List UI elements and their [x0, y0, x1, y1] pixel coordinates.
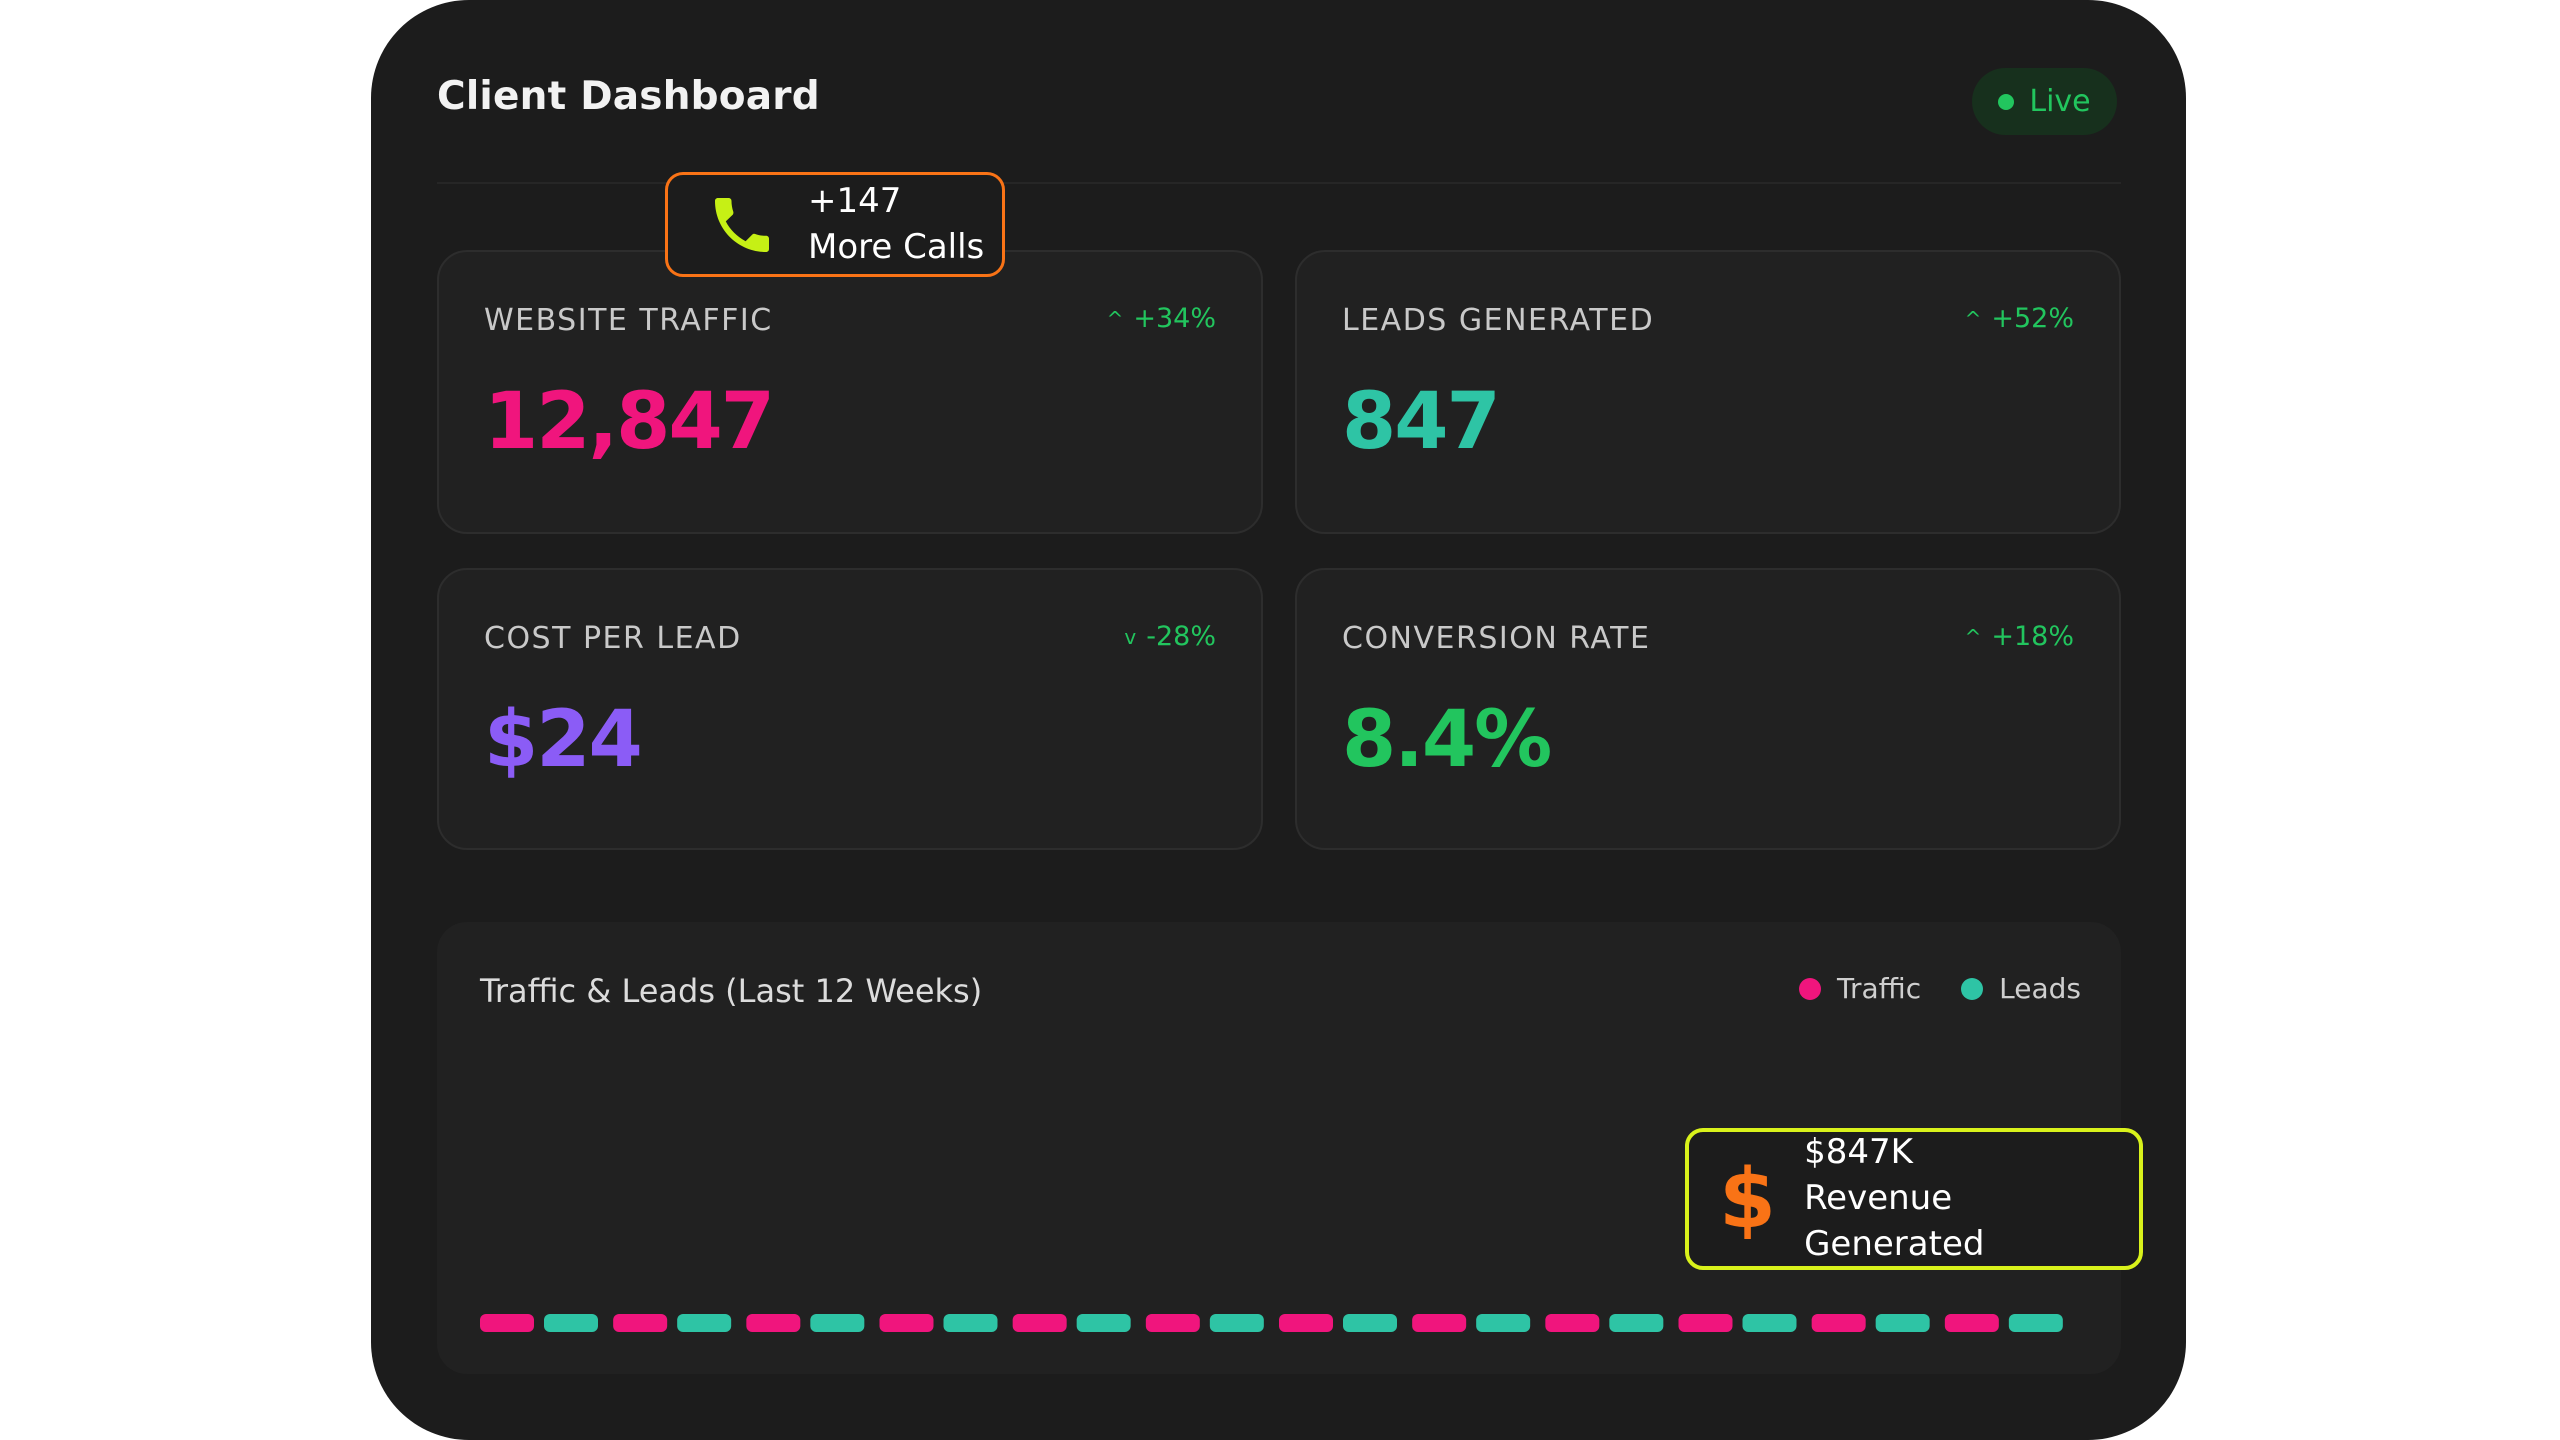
bars-area: [480, 1314, 2063, 1332]
leads-bar-week-7: [1343, 1314, 1397, 1332]
chevron-up-icon: ^: [1964, 624, 1982, 649]
traffic-bar-week-9: [1545, 1314, 1600, 1332]
card-label: WEBSITE TRAFFIC: [484, 303, 773, 338]
dashboard-device: Client Dashboard Live WEBSITE TRAFFIC ^ …: [371, 0, 2186, 1440]
traffic-bar-week-10: [1678, 1314, 1733, 1332]
legend-item-leads[interactable]: Leads: [1961, 972, 2081, 1005]
card-change: ^ +52%: [1965, 303, 2074, 334]
legend-label: Leads: [1999, 972, 2081, 1005]
legend-item-traffic[interactable]: Traffic: [1799, 972, 1921, 1005]
chevron-down-icon: v: [1124, 624, 1137, 649]
card-change-value: +52%: [1991, 303, 2074, 334]
calls-count: +147: [808, 180, 902, 221]
header-divider: [437, 182, 2121, 184]
leads-bar-week-6: [1209, 1314, 1264, 1332]
card-change-value: +34%: [1133, 303, 1216, 334]
leads-dot-icon: [1961, 977, 1984, 1000]
leads-bar-week-11: [1875, 1314, 1930, 1332]
card-change-value: -28%: [1146, 621, 1216, 652]
card-change: ^ +34%: [1107, 303, 1216, 334]
leads-bar-week-10: [1742, 1314, 1797, 1332]
traffic-bar-week-2: [613, 1314, 668, 1332]
phone-icon: [715, 197, 769, 252]
card-label: COST PER LEAD: [484, 621, 742, 656]
leads-bar-week-4: [943, 1314, 998, 1332]
card-value: 847: [1342, 377, 1501, 467]
traffic-bar-week-7: [1279, 1314, 1333, 1332]
leads-bar-week-8: [1476, 1314, 1531, 1332]
traffic-bar-week-8: [1412, 1314, 1467, 1332]
live-dot-icon: [1998, 93, 2015, 110]
chevron-up-icon: ^: [1964, 306, 1982, 331]
chart-legend: Traffic Leads: [1799, 972, 2081, 1005]
leads-bar-week-5: [1076, 1314, 1131, 1332]
traffic-dot-icon: [1799, 977, 1822, 1000]
card-value: 8.4%: [1342, 695, 1552, 785]
card-value: 12,847: [484, 377, 775, 467]
traffic-bar-week-3: [746, 1314, 801, 1332]
live-status-badge: Live: [1972, 68, 2117, 135]
traffic-bar-week-11: [1811, 1314, 1866, 1332]
revenue-amount: $847K: [1804, 1132, 1913, 1173]
dollar-icon: $: [1719, 1151, 1777, 1247]
page-title: Client Dashboard: [437, 74, 820, 119]
card-change: v -28%: [1124, 621, 1216, 652]
card-label: CONVERSION RATE: [1342, 621, 1651, 656]
leads-bar-week-2: [677, 1314, 732, 1332]
conversion-rate-card[interactable]: CONVERSION RATE ^ +18% 8.4%: [1295, 568, 2121, 850]
traffic-bar-week-4: [879, 1314, 934, 1332]
more-calls-callout: +147 More Calls: [665, 172, 1005, 277]
website-traffic-card[interactable]: WEBSITE TRAFFIC ^ +34% 12,847: [437, 250, 1263, 534]
chart-title: Traffic & Leads (Last 12 Weeks): [480, 972, 983, 1010]
legend-label: Traffic: [1837, 972, 1922, 1005]
leads-bar-week-3: [810, 1314, 865, 1332]
leads-generated-card[interactable]: LEADS GENERATED ^ +52% 847: [1295, 250, 2121, 534]
traffic-bar-week-5: [1012, 1314, 1067, 1332]
card-label: LEADS GENERATED: [1342, 303, 1655, 338]
card-change-value: +18%: [1991, 621, 2074, 652]
live-status-label: Live: [2029, 84, 2091, 119]
chevron-up-icon: ^: [1106, 306, 1124, 331]
card-value: $24: [484, 695, 643, 785]
revenue-label: Revenue Generated: [1804, 1178, 1985, 1264]
revenue-callout: $ $847K Revenue Generated: [1685, 1128, 2143, 1270]
card-change: ^ +18%: [1965, 621, 2074, 652]
traffic-bar-week-12: [1944, 1314, 1999, 1332]
leads-bar-week-12: [2008, 1314, 2063, 1332]
traffic-bar-week-1: [480, 1314, 534, 1332]
leads-bar-week-1: [544, 1314, 598, 1332]
leads-bar-week-9: [1609, 1314, 1664, 1332]
cost-per-lead-card[interactable]: COST PER LEAD v -28% $24: [437, 568, 1263, 850]
calls-label: More Calls: [808, 226, 985, 267]
traffic-bar-week-6: [1145, 1314, 1200, 1332]
